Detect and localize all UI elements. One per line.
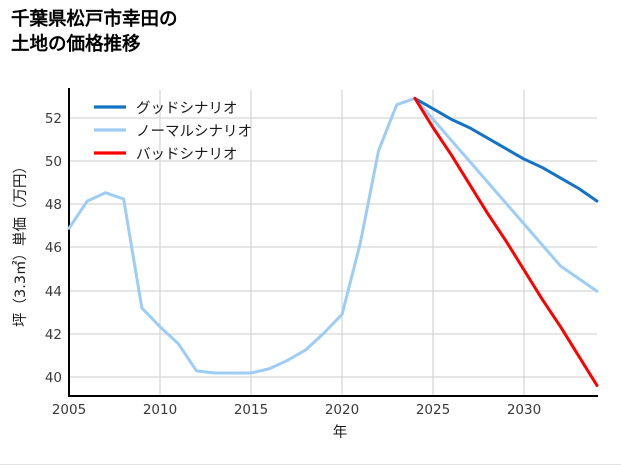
data-series-group bbox=[67, 96, 599, 388]
x-tick-2005: 2005 bbox=[52, 402, 86, 418]
series-line-good-scenario bbox=[413, 96, 599, 203]
y-tick-52: 52 bbox=[45, 111, 62, 127]
y-tick-labels: 40 42 44 46 48 50 52 bbox=[45, 111, 62, 386]
y-gridlines bbox=[69, 117, 597, 378]
y-tick-40: 40 bbox=[45, 370, 62, 386]
y-tick-46: 46 bbox=[45, 240, 62, 256]
x-tick-2015: 2015 bbox=[234, 402, 268, 418]
x-tick-2030: 2030 bbox=[507, 402, 541, 418]
y-axis-title: 坪（3.3㎡）単価（万円） bbox=[12, 159, 29, 327]
page-title: 千葉県松戸市幸田の 土地の価格推移 bbox=[11, 9, 178, 55]
y-tick-42: 42 bbox=[45, 327, 62, 343]
series-line-normal-scenario bbox=[67, 96, 599, 375]
legend-label-good-scenario: グッドシナリオ bbox=[136, 100, 238, 117]
legend-label-bad-scenario: バッドシナリオ bbox=[136, 147, 238, 163]
x-axis-title: 年 bbox=[333, 424, 348, 441]
series-line-bad-scenario bbox=[413, 96, 599, 388]
y-tick-48: 48 bbox=[45, 197, 62, 213]
chart-legend: グッドシナリオ ノーマルシナリオ バッドシナリオ bbox=[94, 100, 252, 163]
x-gridlines bbox=[159, 90, 525, 396]
x-tick-2020: 2020 bbox=[325, 402, 359, 418]
legend-label-normal-scenario: ノーマルシナリオ bbox=[136, 124, 252, 140]
y-tick-50: 50 bbox=[45, 154, 62, 170]
x-tick-labels: 2005 2010 2015 2020 2025 2030 bbox=[52, 402, 541, 418]
x-tick-2025: 2025 bbox=[416, 402, 450, 418]
x-tick-2010: 2010 bbox=[143, 402, 177, 418]
y-tick-44: 44 bbox=[45, 284, 62, 300]
